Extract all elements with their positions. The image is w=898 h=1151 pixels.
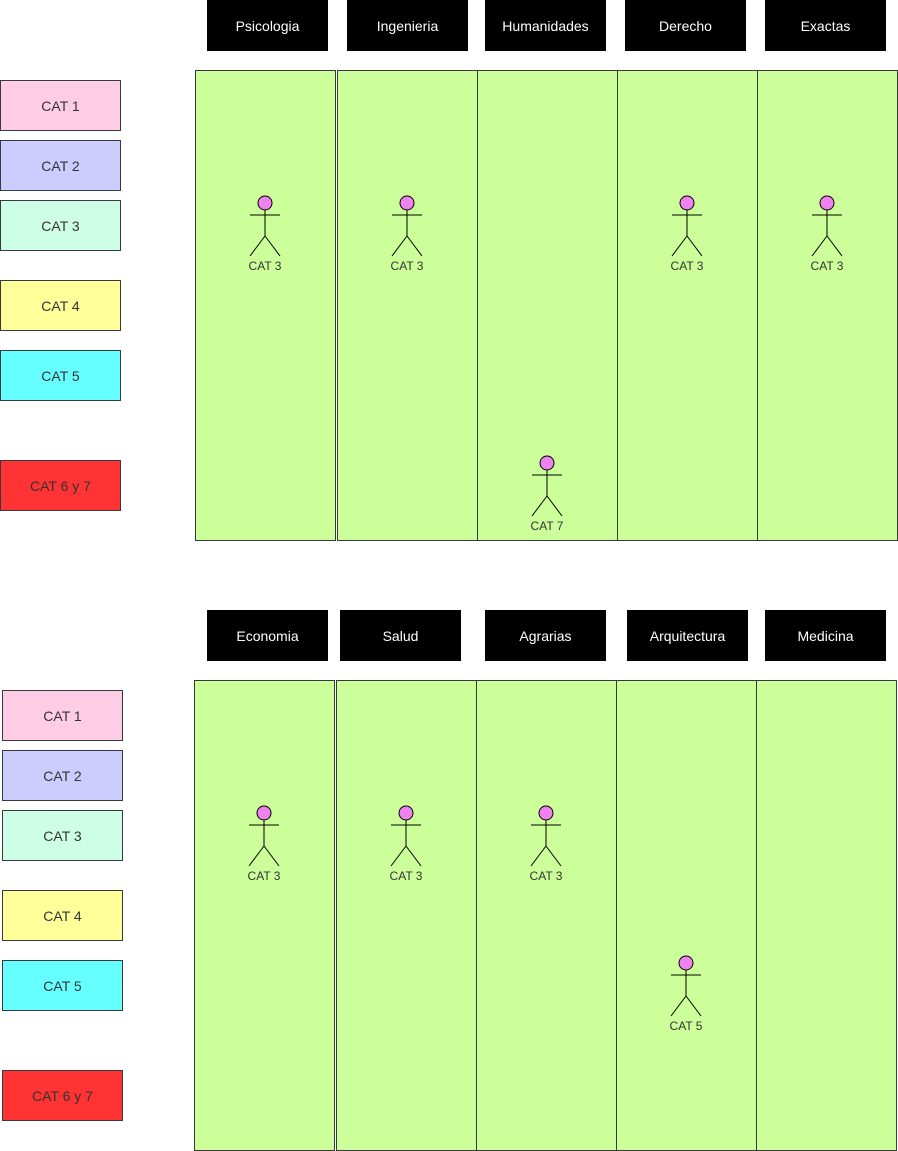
faculty-header-humanidades[interactable]: Humanidades	[485, 0, 606, 51]
stick-figure-icon	[811, 195, 843, 257]
faculty-header-ingenieria[interactable]: Ingenieria	[347, 0, 468, 51]
faculty-column-economia[interactable]	[194, 680, 335, 1151]
faculty-section-1: Psicologia Ingenieria Humanidades Derech…	[0, 0, 898, 541]
faculty-section-2: Economia Salud Agrarias Arquitectura Med…	[0, 610, 898, 1151]
faculty-header-exactas[interactable]: Exactas	[765, 0, 886, 51]
legend-cat-4[interactable]: CAT 4	[2, 890, 123, 941]
legend-cat-1[interactable]: CAT 1	[0, 80, 121, 131]
actor-label: CAT 3	[248, 259, 282, 273]
stick-figure-icon	[391, 195, 423, 257]
actor-ingenieria[interactable]: CAT 3	[377, 195, 437, 277]
faculty-column-arquitectura[interactable]	[616, 680, 757, 1151]
stick-figure-icon	[530, 805, 562, 867]
legend-cat-5[interactable]: CAT 5	[0, 350, 121, 401]
stick-figure-icon	[390, 805, 422, 867]
stick-figure-icon	[671, 195, 703, 257]
actor-label: CAT 3	[670, 259, 704, 273]
faculty-column-salud[interactable]	[336, 680, 477, 1151]
faculty-column-derecho[interactable]	[617, 70, 758, 541]
actor-agrarias[interactable]: CAT 3	[516, 805, 576, 887]
legend-cat-2[interactable]: CAT 2	[2, 750, 123, 801]
stick-figure-icon	[248, 805, 280, 867]
actor-label: CAT 3	[247, 869, 281, 883]
actor-label: CAT 3	[389, 869, 423, 883]
actor-humanidades[interactable]: CAT 7	[517, 455, 577, 537]
actor-economia[interactable]: CAT 3	[234, 805, 294, 887]
stick-figure-icon	[249, 195, 281, 257]
faculty-column-medicina[interactable]	[756, 680, 897, 1151]
actor-label: CAT 7	[530, 519, 564, 533]
faculty-header-salud[interactable]: Salud	[340, 610, 461, 661]
legend-cat-3[interactable]: CAT 3	[0, 200, 121, 251]
legend-cat-6-7[interactable]: CAT 6 y 7	[0, 460, 121, 511]
actor-exactas[interactable]: CAT 3	[797, 195, 857, 277]
faculty-column-psicologia[interactable]	[195, 70, 336, 541]
actor-label: CAT 3	[810, 259, 844, 273]
faculty-header-psicologia[interactable]: Psicologia	[207, 0, 328, 51]
faculty-header-medicina[interactable]: Medicina	[765, 610, 886, 661]
legend-cat-6-7[interactable]: CAT 6 y 7	[2, 1070, 123, 1121]
faculty-header-arquitectura[interactable]: Arquitectura	[627, 610, 748, 661]
actor-salud[interactable]: CAT 3	[376, 805, 436, 887]
faculty-column-agrarias[interactable]	[476, 680, 617, 1151]
actor-arquitectura[interactable]: CAT 5	[656, 955, 716, 1037]
actor-label: CAT 3	[390, 259, 424, 273]
actor-derecho[interactable]: CAT 3	[657, 195, 717, 277]
legend-cat-3[interactable]: CAT 3	[2, 810, 123, 861]
faculty-header-economia[interactable]: Economia	[207, 610, 328, 661]
actor-psicologia[interactable]: CAT 3	[235, 195, 295, 277]
stick-figure-icon	[670, 955, 702, 1017]
legend-cat-4[interactable]: CAT 4	[0, 280, 121, 331]
legend-cat-2[interactable]: CAT 2	[0, 140, 121, 191]
actor-label: CAT 5	[669, 1019, 703, 1033]
legend-cat-1[interactable]: CAT 1	[2, 690, 123, 741]
stick-figure-icon	[531, 455, 563, 517]
faculty-header-agrarias[interactable]: Agrarias	[485, 610, 606, 661]
faculty-column-exactas[interactable]	[757, 70, 898, 541]
legend-cat-5[interactable]: CAT 5	[2, 960, 123, 1011]
faculty-header-derecho[interactable]: Derecho	[625, 0, 746, 51]
actor-label: CAT 3	[529, 869, 563, 883]
faculty-column-ingenieria[interactable]	[337, 70, 478, 541]
